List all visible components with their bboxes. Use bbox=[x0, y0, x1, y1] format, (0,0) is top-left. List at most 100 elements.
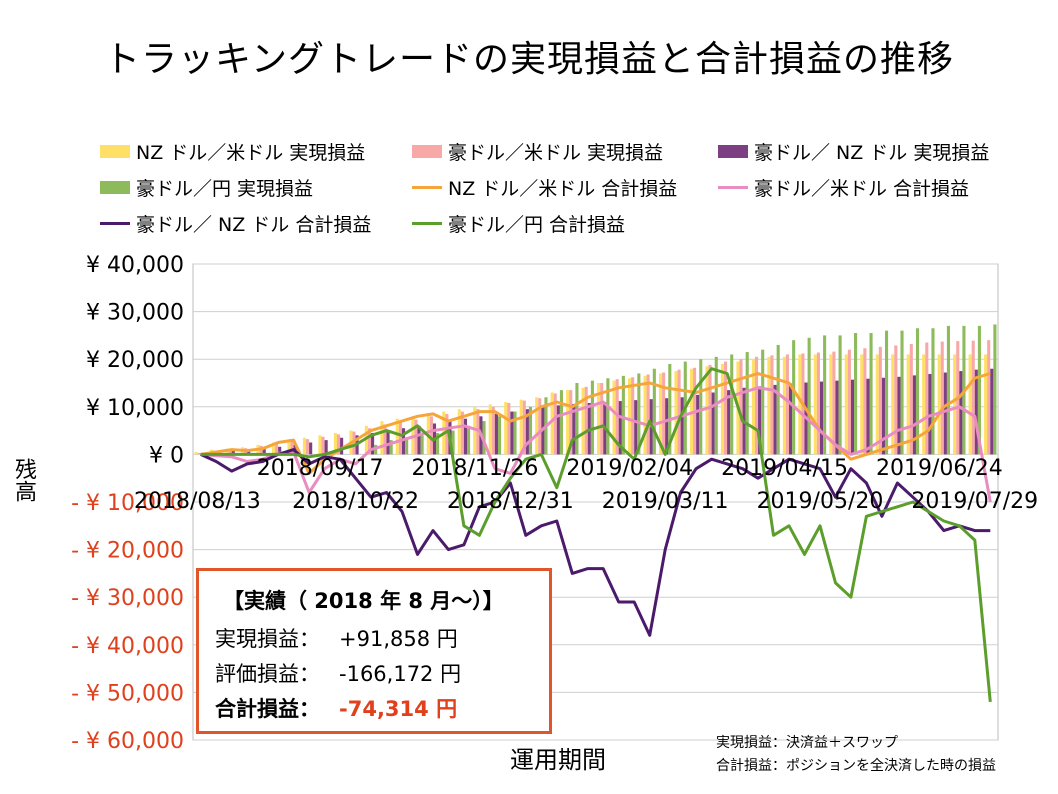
summary-value: +91,858 円 bbox=[339, 627, 458, 651]
bar bbox=[271, 442, 276, 455]
bar bbox=[460, 411, 464, 455]
summary-box: 【実績（ 2018 年 8 月～）】 実現損益： +91,858 円 評価損益： -… bbox=[196, 568, 552, 734]
x-axis-title: 運用期間 bbox=[510, 746, 606, 774]
bar bbox=[875, 354, 879, 455]
bar bbox=[900, 330, 904, 455]
bar bbox=[364, 425, 368, 455]
y-tick-label: - ¥ 10,000 bbox=[71, 491, 184, 516]
bar bbox=[436, 432, 440, 455]
footnotes: 実現損益：決済益＋スワップ 合計損益：ポジションを全決済した時の損益 bbox=[716, 732, 996, 778]
bar bbox=[278, 446, 282, 455]
bar bbox=[959, 371, 963, 455]
bar bbox=[631, 377, 635, 455]
bar bbox=[894, 345, 898, 455]
bar bbox=[782, 356, 786, 455]
y-tick-label: ¥ 10,000 bbox=[86, 396, 184, 421]
bar bbox=[813, 354, 817, 455]
legend-line bbox=[718, 186, 748, 189]
bar bbox=[727, 390, 731, 455]
bar bbox=[528, 406, 533, 455]
bar bbox=[553, 393, 557, 455]
bar bbox=[912, 375, 916, 455]
bar bbox=[584, 386, 588, 455]
legend-item: 豪ドル／米ドル 合計損益 bbox=[718, 174, 969, 201]
summary-row-unrealized: 評価損益： -166,172 円 bbox=[215, 658, 461, 688]
bar bbox=[977, 325, 981, 455]
legend-label: NZ ドル／米ドル 実現損益 bbox=[136, 142, 366, 164]
bar bbox=[389, 440, 393, 455]
y-tick-label: - ¥ 40,000 bbox=[71, 634, 184, 659]
bar bbox=[194, 452, 198, 455]
y-tick-label: - ¥ 20,000 bbox=[71, 539, 184, 564]
x-tick-label: 2019/05/20 bbox=[757, 489, 884, 514]
bar bbox=[262, 448, 266, 455]
bar bbox=[699, 359, 703, 455]
bar bbox=[318, 435, 322, 455]
bar bbox=[637, 373, 641, 455]
bar bbox=[884, 330, 889, 455]
bar bbox=[993, 324, 997, 455]
x-tick-label: 2018/10/22 bbox=[292, 489, 419, 514]
bar bbox=[674, 371, 678, 455]
legend-item: 豪ドル／円 合計損益 bbox=[412, 210, 625, 237]
bar bbox=[925, 342, 929, 455]
series-line bbox=[200, 372, 991, 475]
bar bbox=[798, 354, 802, 455]
bar bbox=[336, 434, 341, 455]
legend-label: 豪ドル／ NZ ドル 合計損益 bbox=[136, 214, 372, 236]
bar bbox=[906, 354, 910, 455]
bar bbox=[482, 421, 486, 455]
footnote: 合計損益：ポジションを全決済した時の損益 bbox=[716, 758, 996, 774]
summary-row-realized: 実現損益： +91,858 円 bbox=[215, 623, 458, 653]
bar bbox=[367, 428, 372, 455]
bar bbox=[745, 352, 749, 455]
bar bbox=[720, 363, 724, 455]
bar bbox=[228, 449, 232, 455]
bar bbox=[634, 400, 638, 455]
bar bbox=[488, 404, 492, 455]
bar bbox=[767, 356, 771, 455]
bar bbox=[497, 416, 502, 455]
legend-swatch bbox=[412, 145, 442, 158]
bar bbox=[590, 380, 594, 455]
bar bbox=[816, 352, 820, 455]
bar bbox=[321, 436, 325, 455]
bar bbox=[522, 400, 526, 455]
legend-label: 豪ドル／米ドル 実現損益 bbox=[448, 142, 664, 164]
bar bbox=[575, 383, 579, 455]
x-tick-label: 2018/09/17 bbox=[257, 456, 384, 481]
bar bbox=[302, 437, 307, 455]
bar bbox=[665, 398, 669, 455]
y-tick-label: ¥ 30,000 bbox=[86, 301, 184, 326]
summary-value-total: -74,314 円 bbox=[339, 697, 458, 721]
bar bbox=[398, 422, 402, 455]
bar bbox=[891, 354, 895, 455]
bar bbox=[658, 373, 663, 455]
bar bbox=[819, 381, 824, 455]
bar bbox=[287, 440, 291, 455]
bar bbox=[968, 354, 972, 455]
legend-item: NZ ドル／米ドル 合計損益 bbox=[412, 174, 677, 201]
y-tick-label: - ¥ 50,000 bbox=[71, 681, 184, 706]
summary-heading: 【実績（ 2018 年 8 月～）】 bbox=[223, 589, 504, 613]
bar bbox=[352, 431, 356, 455]
bar bbox=[761, 349, 765, 455]
x-tick-label: 2019/07/29 bbox=[911, 489, 1038, 514]
legend-item: 豪ドル／円 実現損益 bbox=[100, 174, 313, 201]
bar bbox=[953, 354, 957, 455]
bar bbox=[457, 409, 461, 455]
chart-title: トラッキングトレードの実現損益と合計損益の推移 bbox=[104, 39, 954, 80]
bar bbox=[652, 368, 656, 455]
bar bbox=[333, 432, 337, 455]
legend-line bbox=[100, 222, 130, 225]
bar bbox=[922, 354, 926, 455]
bar bbox=[306, 439, 310, 455]
summary-value: -166,172 円 bbox=[339, 662, 462, 686]
bar bbox=[628, 378, 632, 455]
bar bbox=[677, 369, 681, 455]
y-tick-label: ¥ 20,000 bbox=[86, 348, 184, 373]
bar bbox=[417, 425, 421, 455]
bar bbox=[789, 383, 793, 455]
bar bbox=[946, 325, 951, 455]
